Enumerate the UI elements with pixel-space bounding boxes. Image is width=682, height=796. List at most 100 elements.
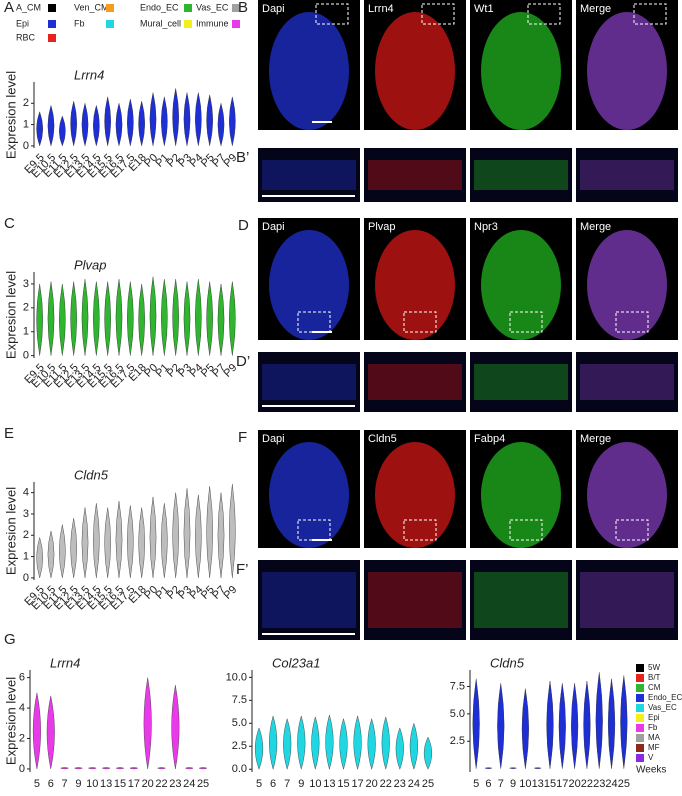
legend-label: Fb xyxy=(648,723,658,732)
violin xyxy=(558,683,566,769)
channel-label: Dapi xyxy=(262,433,285,445)
violin xyxy=(269,715,278,770)
inset-signal xyxy=(262,160,356,190)
inset-box xyxy=(633,3,667,25)
chart-title: Cldn5 xyxy=(490,655,525,670)
violin xyxy=(311,716,320,770)
x-tick-label: 9 xyxy=(510,778,516,790)
violin xyxy=(484,767,493,769)
x-tick-label: 17 xyxy=(556,778,568,790)
x-tick-label: 13 xyxy=(532,778,544,790)
x-tick-label: 7 xyxy=(62,778,68,790)
panel-label: F’ xyxy=(236,561,249,578)
inset-box xyxy=(421,3,455,25)
violin xyxy=(199,767,208,770)
violin xyxy=(127,98,134,147)
chart-title: Cldn5 xyxy=(74,467,109,482)
y-tick-label: 7.5 xyxy=(232,694,247,706)
legend-swatch xyxy=(184,20,192,28)
y-tick-label: 0 xyxy=(23,140,29,152)
violin xyxy=(138,283,145,356)
violin xyxy=(229,96,236,146)
violin xyxy=(183,488,191,578)
y-axis-label: Expresion level xyxy=(3,71,18,159)
x-tick-label: 25 xyxy=(422,778,434,790)
violin xyxy=(93,104,100,147)
x-tick-label: 25 xyxy=(618,778,630,790)
violin xyxy=(409,722,418,770)
inset-image xyxy=(364,560,466,640)
inset-image xyxy=(364,352,466,412)
violin xyxy=(47,104,55,147)
violin xyxy=(206,281,213,356)
x-tick-label: 23 xyxy=(593,778,605,790)
violin xyxy=(93,281,100,356)
violin xyxy=(195,92,202,146)
x-tick-label: 6 xyxy=(48,778,54,790)
legend-label: Epi xyxy=(648,713,660,722)
violin xyxy=(254,727,264,770)
legend-swatch xyxy=(636,744,644,752)
y-tick-label: 0 xyxy=(23,350,29,362)
channel-label: Dapi xyxy=(262,3,285,15)
violin xyxy=(620,675,628,769)
x-tick-label: 22 xyxy=(155,778,167,790)
tissue xyxy=(375,230,455,340)
violin xyxy=(161,503,168,578)
panel-label: D xyxy=(238,217,249,234)
tissue xyxy=(587,12,667,130)
legend-swatch xyxy=(48,4,56,12)
inset-signal xyxy=(580,364,674,400)
violin xyxy=(104,507,111,578)
x-tick-label: 10 xyxy=(309,778,321,790)
x-tick-label: 25 xyxy=(197,778,209,790)
violin xyxy=(534,767,542,769)
panel-label: C xyxy=(4,215,15,232)
violin xyxy=(81,507,89,578)
inset-box xyxy=(403,311,437,333)
tissue xyxy=(481,230,561,340)
inset-image xyxy=(470,148,572,202)
violin xyxy=(115,501,123,578)
legend-swatch xyxy=(184,4,192,12)
violin xyxy=(47,530,55,579)
x-tick-label: 10 xyxy=(519,778,531,790)
legend-swatch xyxy=(636,674,644,682)
legend-label: Immune xyxy=(196,18,229,28)
x-tick-label: 23 xyxy=(169,778,181,790)
violin xyxy=(59,283,66,356)
violin xyxy=(70,281,77,356)
y-tick-label: 5.0 xyxy=(232,717,247,729)
y-tick-label: 3 xyxy=(23,278,29,290)
panel-label: A xyxy=(4,0,14,16)
violin xyxy=(583,680,591,769)
violin xyxy=(74,767,83,770)
legend-swatch xyxy=(636,694,644,702)
violin xyxy=(172,279,179,356)
channel-label: Plvap xyxy=(368,221,396,233)
legend-label: 5W xyxy=(648,663,660,672)
violin xyxy=(217,102,225,147)
x-tick-label: 17 xyxy=(128,778,140,790)
x-tick-label: 15 xyxy=(114,778,126,790)
y-tick-label: 10.0 xyxy=(226,671,247,683)
violin xyxy=(59,115,66,147)
violin xyxy=(36,536,43,579)
inset-box xyxy=(509,519,543,541)
legend-label: Fb xyxy=(74,18,85,28)
inset-signal xyxy=(580,572,674,628)
violin xyxy=(497,683,505,769)
x-tick-label: 20 xyxy=(366,778,378,790)
violin xyxy=(183,92,191,146)
inset-image xyxy=(258,560,360,640)
legend-swatch xyxy=(636,714,644,722)
y-tick-label: 2 xyxy=(23,302,29,314)
channel-label: Dapi xyxy=(262,221,285,233)
y-axis-label: Expresion level xyxy=(3,487,18,575)
inset-box xyxy=(527,3,561,25)
inset-image xyxy=(576,560,678,640)
panel-label: F xyxy=(238,429,247,446)
x-tick-label: 24 xyxy=(408,778,420,790)
violin xyxy=(283,718,292,770)
violin xyxy=(129,767,138,770)
